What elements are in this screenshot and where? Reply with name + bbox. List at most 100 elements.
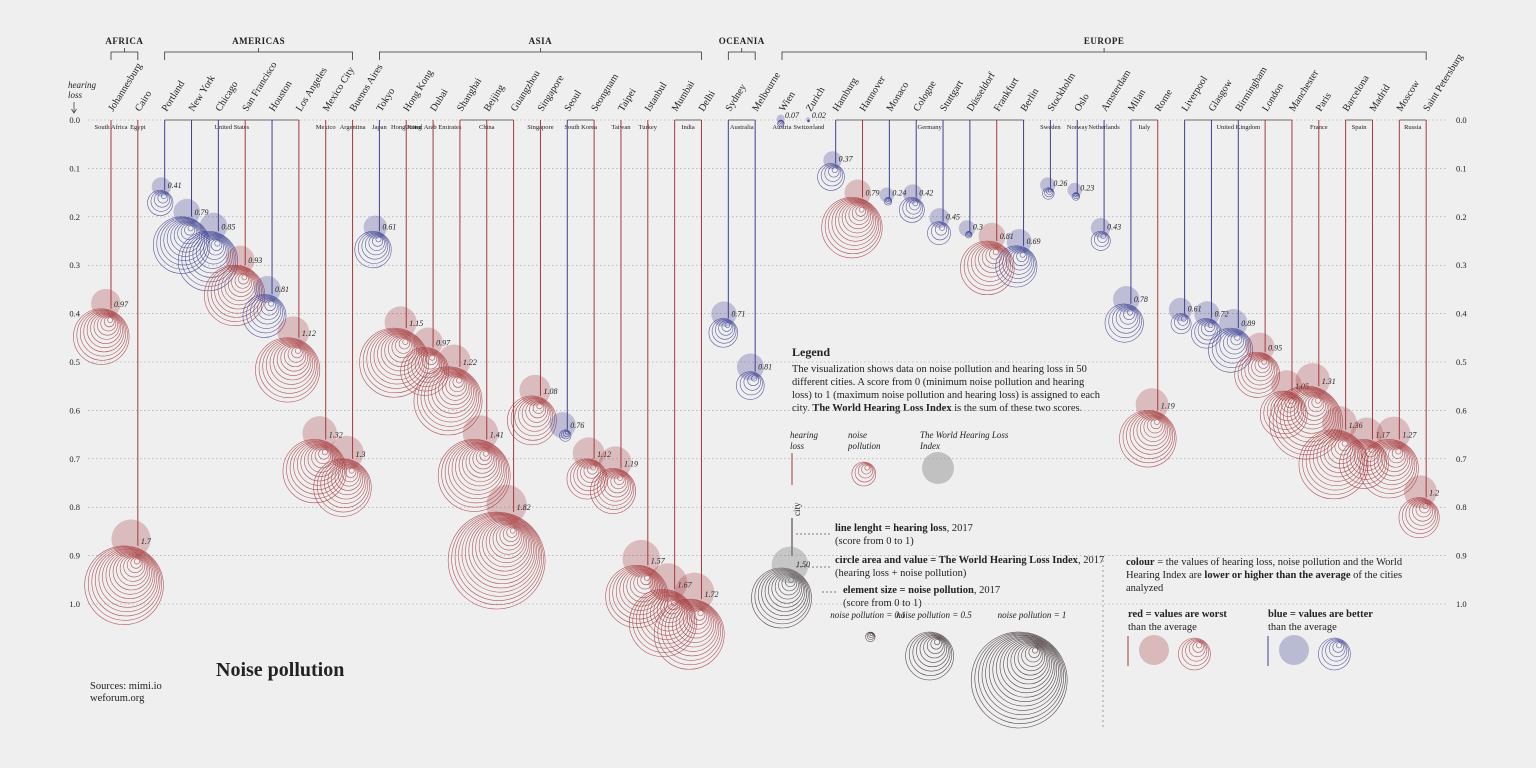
legend-item: noise pollution (848, 430, 881, 451)
legend-color-circle (1139, 635, 1169, 665)
drop-ring (1284, 397, 1296, 409)
drop-ring (93, 313, 120, 340)
drop-ring (489, 522, 526, 559)
index-circle (736, 353, 764, 381)
index-circle (173, 198, 201, 226)
drop-ring (1174, 314, 1190, 330)
drop (507, 395, 557, 446)
index-label: 0.79 (195, 208, 209, 217)
drop-ring (764, 571, 806, 612)
index-circle (1271, 370, 1302, 402)
legend-note: circle area and value = The World Hearin… (835, 555, 1104, 566)
drop-ring (258, 338, 319, 398)
drop-ring (784, 576, 796, 588)
drop-ring (123, 555, 145, 578)
drop-ring (919, 635, 947, 663)
index-label: 0.95 (1268, 343, 1282, 352)
axis-arrow-head (71, 108, 77, 114)
y-tick-label: 0.0 (1456, 115, 1467, 125)
legend-sample-label: noise pollution = 0.5 (896, 610, 972, 620)
drop-ring (345, 466, 357, 478)
drop (807, 119, 810, 123)
region-label: OCEANIA (719, 36, 765, 46)
colour-note: colour = the values of hearing loss, noi… (1126, 556, 1426, 595)
drop-ring (311, 446, 333, 469)
drop (313, 458, 372, 517)
index-label: 1.12 (302, 329, 316, 338)
drop-ring (1377, 443, 1411, 477)
index-label: 0.76 (570, 421, 584, 430)
drop-ring (1185, 639, 1208, 662)
drop-ring (934, 639, 941, 646)
drop-ring (711, 318, 737, 344)
drop-ring (354, 231, 392, 269)
drop-ring (262, 339, 317, 394)
drop-ring (1010, 641, 1049, 680)
index-circle (277, 316, 310, 349)
index-circle (805, 117, 811, 122)
drop-ring (231, 271, 253, 293)
drop (447, 511, 546, 610)
drop (354, 231, 392, 269)
drop-ring (1201, 320, 1217, 337)
drop-ring (886, 197, 891, 203)
legend-example-circle (771, 546, 809, 584)
drop-ring (469, 447, 496, 474)
drop-ring (835, 200, 876, 242)
drop-ring (313, 458, 372, 517)
drop-ring (1304, 395, 1326, 417)
drop-ring (739, 372, 763, 396)
drop-ring (751, 567, 812, 629)
drop-ring (126, 556, 144, 573)
drop-ring (109, 552, 152, 595)
drop-ring (1073, 192, 1080, 199)
drop-ring (664, 601, 720, 657)
drop-ring (187, 225, 194, 232)
drop-ring (1263, 391, 1306, 435)
drop-ring (858, 206, 865, 213)
drop-ring (1363, 440, 1417, 494)
drop-ring (273, 342, 312, 381)
drop-ring (287, 345, 305, 363)
drop-ring (1147, 417, 1164, 434)
drop-ring (107, 317, 113, 323)
legend-note-sub: (hearing loss + noise pollution) (835, 568, 967, 579)
drop-ring (1290, 391, 1333, 434)
drop-ring (974, 632, 1066, 724)
legend-sample-label: noise pollution = 1 (998, 610, 1067, 620)
drop-ring (978, 245, 1006, 273)
drop-ring (437, 439, 511, 512)
index-label: 0.45 (946, 213, 960, 222)
drop-ring (1419, 502, 1430, 514)
drop-ring (196, 235, 230, 269)
drop-ring (448, 441, 506, 500)
drop (1318, 637, 1351, 671)
drop-ring (1191, 318, 1222, 349)
drop-ring (479, 449, 491, 461)
drop-ring (1313, 433, 1362, 482)
legend-red-sub: than the average (1128, 622, 1197, 633)
drop-ring (1302, 430, 1367, 495)
drop-ring (1332, 641, 1344, 653)
drop-ring (663, 598, 680, 615)
drop-ring (510, 396, 555, 441)
drop-ring (887, 198, 891, 201)
index-label: 0.97 (436, 338, 451, 347)
drop (965, 231, 973, 239)
index-circle (622, 539, 661, 578)
drop-ring (1261, 359, 1268, 365)
drop (927, 221, 951, 245)
drop-ring (268, 300, 275, 307)
drop-ring (1094, 231, 1110, 247)
drop-ring (157, 192, 169, 204)
index-label: 1.22 (463, 358, 477, 367)
drop-ring (583, 462, 600, 479)
drop-ring (365, 233, 387, 256)
drop-ring (1309, 432, 1364, 487)
drop-ring (375, 236, 382, 243)
index-circle (929, 208, 950, 229)
drop-ring (838, 201, 875, 238)
index-label: 0.69 (1027, 237, 1041, 246)
drop-ring (280, 344, 308, 372)
index-circle (253, 276, 281, 304)
